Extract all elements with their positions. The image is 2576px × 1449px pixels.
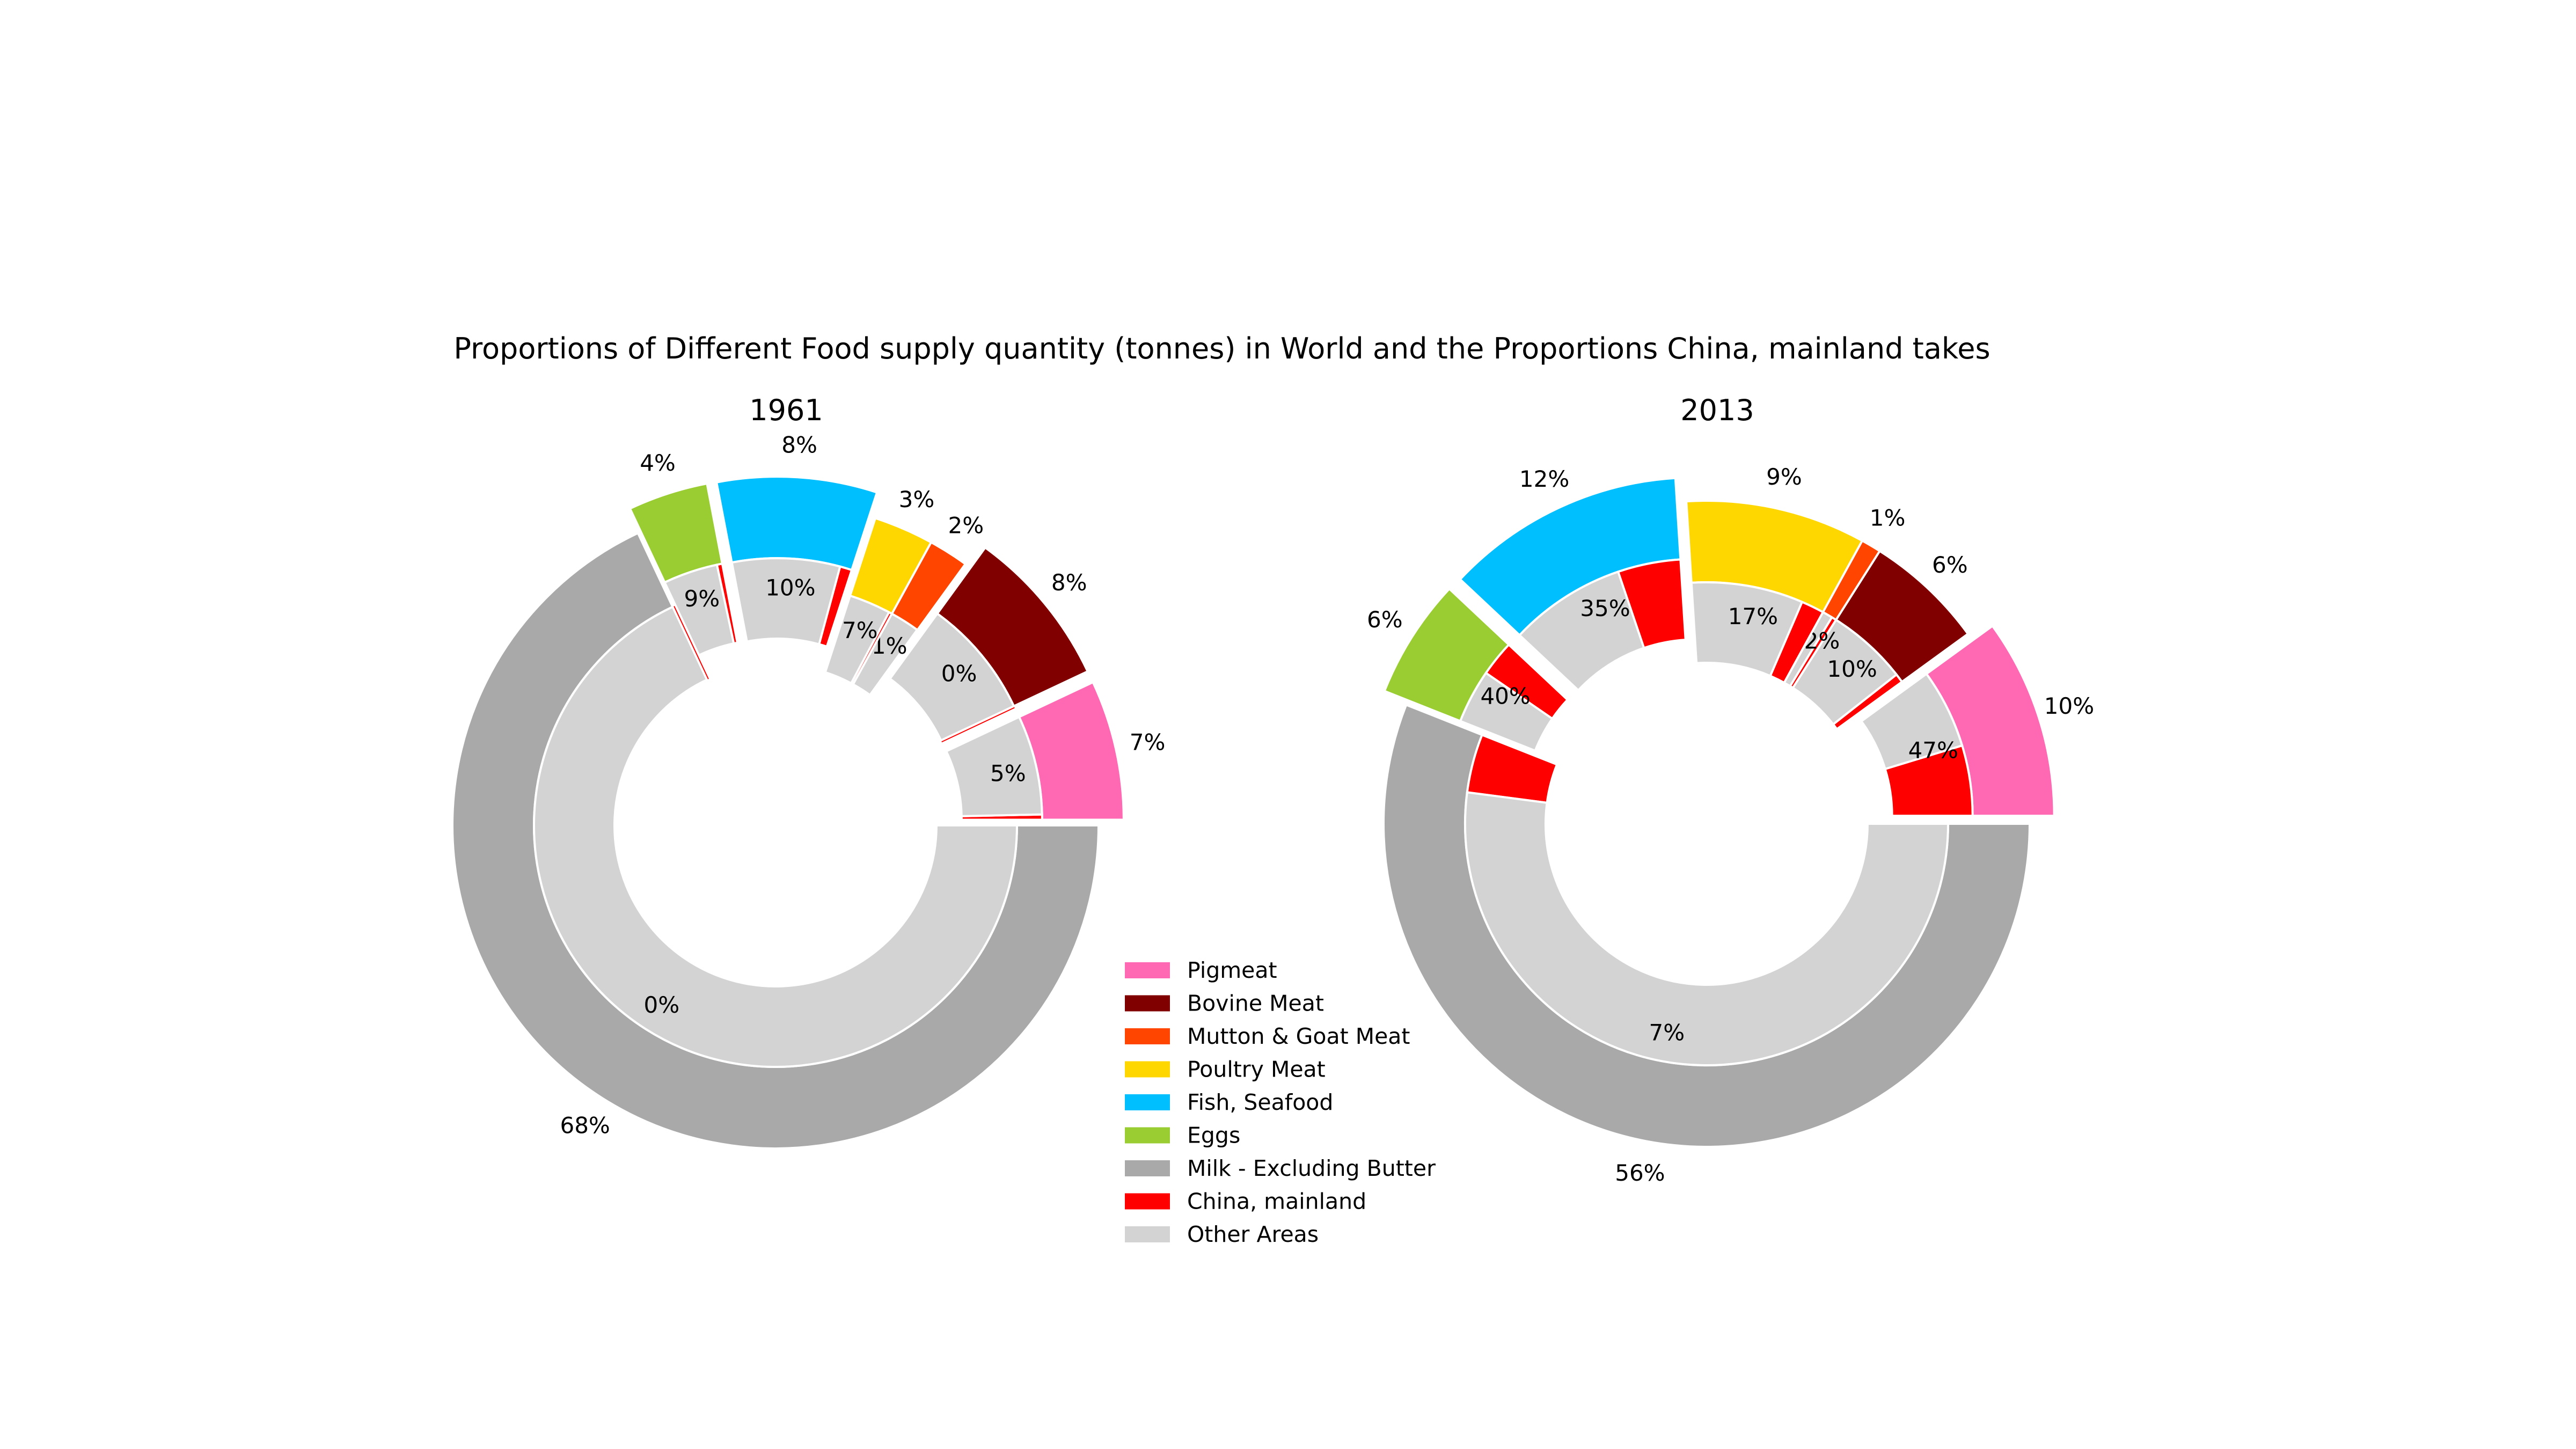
- legend-swatch-china-mainland: [1125, 1193, 1170, 1210]
- label-1961-bovine-meat-world: 8%: [1051, 569, 1087, 596]
- chart-1961-subtitle: 1961: [749, 393, 823, 427]
- wedge-1961-fish-seafood: [715, 475, 879, 572]
- label-1961-fish-seafood-world: 8%: [781, 432, 817, 458]
- legend-swatch-mutton-goat-meat: [1125, 1028, 1170, 1044]
- wedge-1961-fish-seafood-other: [730, 557, 841, 646]
- label-1961-pigmeat-world: 7%: [1130, 729, 1166, 756]
- label-1961-milk-excluding-butter-china: 0%: [643, 992, 679, 1018]
- legend-swatch-eggs: [1125, 1127, 1170, 1144]
- label-1961-pigmeat-china: 5%: [990, 760, 1026, 787]
- label-2013-eggs-world: 6%: [1367, 606, 1403, 633]
- wedge-2013-eggs-other: [1459, 671, 1554, 752]
- legend-label-eggs: Eggs: [1187, 1123, 1240, 1148]
- label-1961-eggs-world: 4%: [640, 450, 676, 476]
- chart-2013-subtitle: 2013: [1680, 393, 1754, 427]
- legend-label-pigmeat: Pigmeat: [1187, 957, 1277, 983]
- chart-1961: 1961 7%5%8%0%2%1%3%7%8%10%4%9%68%0%: [451, 393, 1166, 1150]
- wedge-2013-milk-excluding-butter-other: [1464, 791, 1950, 1066]
- legend-label-milk-excluding-butter: Milk - Excluding Butter: [1187, 1155, 1436, 1181]
- label-1961-eggs-china: 9%: [684, 586, 720, 612]
- label-2013-fish-seafood-china: 35%: [1580, 595, 1630, 621]
- legend-swatch-bovine-meat: [1125, 995, 1170, 1012]
- label-2013-poultry-meat-china: 17%: [1728, 603, 1778, 630]
- legend-swatch-milk-excluding-butter: [1125, 1160, 1170, 1176]
- label-1961-mutton-goat-meat-world: 2%: [948, 512, 984, 538]
- label-2013-fish-seafood-world: 12%: [1519, 466, 1569, 492]
- label-2013-eggs-china: 40%: [1480, 683, 1530, 709]
- wedge-1961-eggs-other: [663, 563, 735, 657]
- wedge-1961-poultry-meat-other: [824, 594, 891, 685]
- legend-label-poultry-meat: Poultry Meat: [1187, 1057, 1326, 1082]
- legend-swatch-other-areas: [1125, 1226, 1170, 1242]
- wedge-2013-poultry-meat-other: [1690, 581, 1804, 678]
- label-2013-pigmeat-world: 10%: [2044, 693, 2094, 719]
- label-2013-pigmeat-china: 47%: [1908, 737, 1958, 763]
- legend-label-other-areas: Other Areas: [1187, 1221, 1319, 1247]
- label-1961-milk-excluding-butter-world: 68%: [560, 1113, 610, 1139]
- wedge-2013-milk-excluding-butter-china: [1466, 733, 1558, 804]
- figure-title: Proportions of Different Food supply qua…: [453, 332, 1990, 365]
- legend-swatch-poultry-meat: [1125, 1061, 1170, 1078]
- legend-swatch-pigmeat: [1125, 962, 1170, 978]
- legend-label-fish-seafood: Fish, Seafood: [1187, 1089, 1333, 1115]
- legend-label-china-mainland: China, mainland: [1187, 1189, 1366, 1214]
- label-1961-bovine-meat-china: 0%: [941, 660, 977, 686]
- wedge-1961-pigmeat-other: [945, 715, 1043, 817]
- legend-label-bovine-meat: Bovine Meat: [1187, 991, 1324, 1016]
- label-2013-milk-excluding-butter-china: 7%: [1649, 1019, 1685, 1045]
- wedge-2013-pigmeat-other: [1860, 672, 1964, 771]
- legend-swatch-fish-seafood: [1125, 1094, 1170, 1110]
- chart-2013: 2013 10%47%6%10%1%32%9%17%12%35%6%40%56%…: [1367, 393, 2094, 1186]
- legend-label-mutton-goat-meat: Mutton & Goat Meat: [1187, 1023, 1410, 1049]
- wedge-2013-fish-seafood-other: [1518, 570, 1645, 692]
- label-2013-mutton-goat-meat-world: 1%: [1870, 505, 1906, 531]
- wedge-1961-milk-excluding-butter-other: [533, 605, 1019, 1069]
- label-2013-poultry-meat-world: 9%: [1766, 464, 1802, 490]
- label-1961-fish-seafood-china: 10%: [765, 574, 815, 601]
- label-1961-poultry-meat-world: 3%: [899, 486, 935, 513]
- wedge-1961-bovine-meat-other: [888, 612, 1015, 742]
- label-2013-milk-excluding-butter-world: 56%: [1615, 1160, 1665, 1186]
- legend: Pigmeat Bovine Meat Mutton & Goat Meat Poul…: [1125, 957, 1436, 1247]
- label-2013-bovine-meat-world: 6%: [1932, 552, 1968, 578]
- label-2013-bovine-meat-china: 10%: [1827, 656, 1877, 682]
- label-1961-poultry-meat-china: 7%: [842, 617, 878, 643]
